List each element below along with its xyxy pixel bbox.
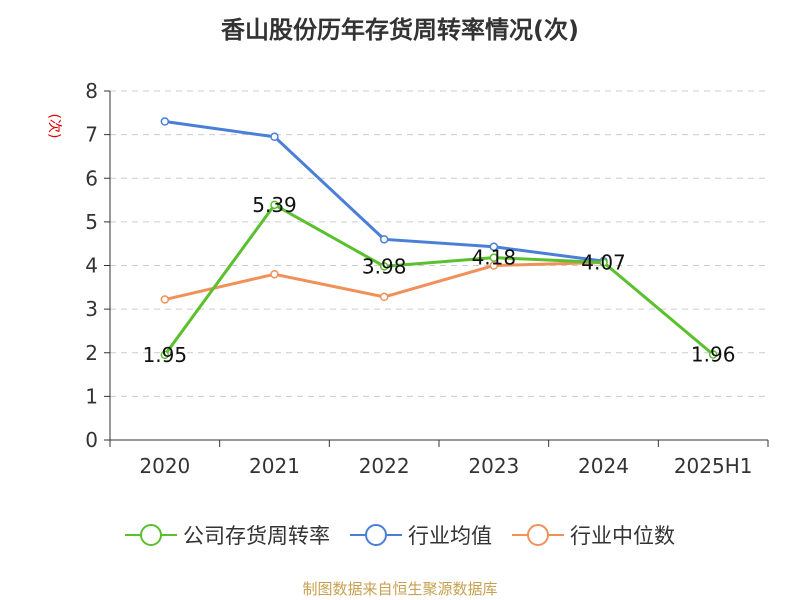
y-tick-label: 8 [85,79,98,103]
y-tick-label: 0 [85,428,98,452]
legend-label: 行业中位数 [570,524,675,548]
chart-title: 香山股份历年存货周转率情况(次) [221,16,579,44]
data-label: 4.18 [472,246,517,270]
data-point [489,253,499,262]
legend-item[interactable]: 行业中位数 [512,520,675,550]
y-tick-label: 6 [85,166,98,190]
y-tick-label: 4 [85,254,98,278]
x-tick-label: 2024 [578,454,629,478]
y-tick-label: 3 [85,297,98,321]
data-point [270,200,279,210]
data-point [379,292,389,302]
data-label: 3.98 [362,254,407,278]
data-point [489,261,499,270]
data-point [160,117,170,126]
legend-item[interactable]: 行业均值 [350,520,492,550]
x-tick-label: 2020 [139,454,190,478]
legend: 公司存货周转率 行业均值 行业中位数 [0,520,800,550]
legend-marker-icon [512,524,564,546]
x-tick-label: 2022 [359,454,410,478]
data-label: 4.07 [581,250,626,274]
x-tick-label: 2023 [468,454,519,478]
legend-marker-icon [350,524,402,546]
legend-label: 行业均值 [408,524,492,548]
y-tick-label: 7 [85,123,98,147]
data-point [708,350,718,359]
series-layer [160,117,718,360]
data-point [270,132,279,142]
y-axis-label: (次) [46,114,62,139]
source-note: 制图数据来自恒生聚源数据库 [302,580,498,598]
data-point [160,295,170,304]
y-tick-label: 2 [85,341,98,365]
y-tick-label: 1 [85,384,98,408]
data-point [379,235,389,244]
series-line [163,202,715,356]
data-point [379,262,389,271]
label-layer: 1.95 5.39 3.98 4.18 4.07 1.96 [143,193,736,367]
x-tick-label: 2021 [249,454,300,478]
legend-marker-icon [125,524,177,546]
data-point [599,258,608,267]
legend-item[interactable]: 公司存货周转率 [125,520,330,550]
data-point [270,269,279,279]
axis-layer: 0 1 2 3 4 5 6 7 8 2020 2021 2022 2023 2024 2025H1 [85,79,769,478]
legend-label: 公司存货周转率 [183,524,330,548]
data-label: 5.39 [252,193,297,217]
data-point [160,350,170,360]
y-tick-label: 5 [85,210,98,234]
x-tick-label: 2025H1 [674,454,753,478]
data-point [489,242,499,251]
data-label: 1.96 [691,342,736,366]
data-label: 1.95 [143,343,188,367]
